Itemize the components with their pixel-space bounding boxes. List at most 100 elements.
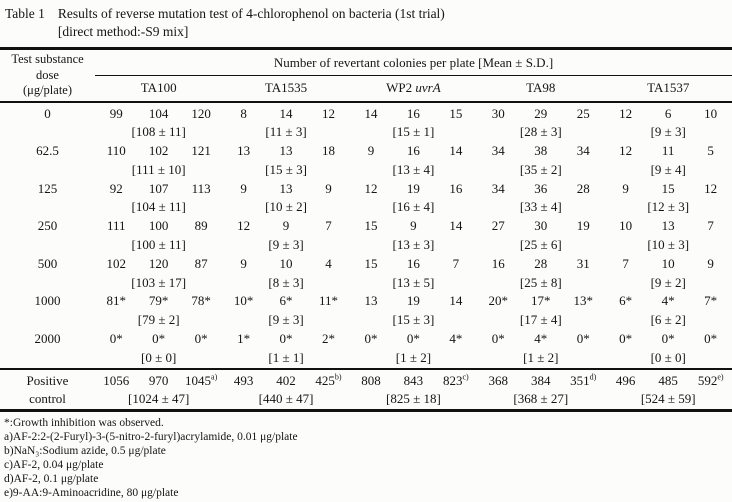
revertant-count-cell: 12 — [704, 180, 718, 196]
revertant-count-cell: 0* — [109, 331, 123, 347]
caption-line2: [direct method:-S9 mix] — [57, 23, 189, 39]
revertant-count-cell: 38 — [534, 143, 548, 159]
revertant-count-cell: 0* — [704, 331, 718, 347]
revertant-count-cell: 16 — [491, 255, 505, 271]
footnote-marker: a) — [211, 372, 218, 382]
mean-sd-cell: [35 ± 2] — [519, 161, 562, 177]
footnote-line: c)AF-2, 0.04 μg/plate — [4, 458, 104, 471]
revertant-count-cell: 384 — [519, 367, 562, 391]
mean-row: [104 ± 11] [10 ± 2] [16 ± 4] [33 ± 4] [12 ± … — [0, 198, 732, 217]
revertant-count-cell: 110 — [106, 143, 126, 159]
revertant-count-cell: 10* — [233, 293, 254, 309]
revertant-count-cell: 402 — [264, 367, 308, 391]
revertant-count-cell: 78* — [191, 293, 211, 309]
footnote-line: d)AF-2, 0.1 μg/plate — [4, 472, 99, 485]
revertant-count-cell: 113 — [191, 180, 211, 196]
mean-sd-cell: [104 ± 11] — [131, 199, 186, 215]
mean-sd-cell: [9 ± 3] — [268, 237, 304, 253]
revertant-count-cell: 13 — [237, 143, 251, 159]
mean-sd-cell: [1 ± 2] — [395, 349, 432, 365]
revertant-count-cell: 107 — [148, 180, 169, 196]
mean-sd-cell: [17 ± 4] — [519, 312, 562, 328]
results-table: Test substance dose (μg/plate) Number of… — [0, 47, 732, 413]
mean-sd-cell: [111 ± 10] — [131, 161, 186, 177]
dose-label — [0, 349, 95, 369]
revertant-count-cell: 121 — [191, 143, 211, 159]
revertant-count-cell: 102 — [106, 255, 126, 271]
revertant-count-cell: 4* — [449, 331, 463, 347]
dose-label: 0 — [44, 105, 51, 121]
mean-sd-cell: [103 ± 17] — [131, 274, 187, 290]
revertant-count-cell: 120 — [148, 255, 169, 271]
revertant-count-cell: 10 — [619, 218, 633, 234]
mean-sd-cell: [9 ± 4] — [650, 161, 686, 177]
revertant-count-cell: 13 — [364, 293, 378, 309]
dose-header-line3: (μg/plate) — [22, 83, 73, 97]
mean-sd-cell: [12 ± 3] — [647, 199, 690, 215]
revertant-count-cell: 4* — [534, 331, 548, 347]
revertant-count-cell: 493 — [222, 367, 265, 391]
revertant-count-cell: 425b) — [307, 367, 350, 391]
footnote-marker: c) — [462, 372, 469, 382]
revertant-count-cell: 104 — [148, 105, 169, 121]
revertant-count-cell: 7* — [704, 293, 718, 309]
revertant-count-cell: 0* — [661, 331, 675, 347]
revertant-count-cell: 9 — [707, 255, 714, 271]
revertant-count-cell: 4 — [325, 255, 332, 271]
revertant-count-cell: 81* — [106, 293, 126, 309]
revertant-count-cell: 1* — [237, 331, 251, 347]
revertant-count-cell: 120 — [191, 105, 211, 121]
dose-label — [0, 311, 95, 330]
revertant-count-cell: 15 — [364, 218, 378, 234]
revertant-count-cell: 12 — [321, 105, 335, 121]
revertant-count-cell: 13 — [279, 143, 293, 159]
values-row: Positive 1056 970 1045a) 493 402 425b) 808 843 82… — [0, 367, 732, 391]
revertant-count-cell: 592e) — [689, 367, 732, 391]
mean-sd-cell: [25 ± 8] — [519, 274, 562, 290]
revertant-count-cell: 0* — [406, 331, 420, 347]
revertant-count-cell: 10 — [279, 255, 293, 271]
dose-label — [0, 198, 95, 217]
mean-sd-cell: [13 ± 3] — [392, 237, 435, 253]
revertant-count-cell: 100 — [148, 218, 169, 234]
revertant-count-cell: 16 — [406, 143, 420, 159]
revertant-count-cell: 89 — [194, 218, 208, 234]
mean-sd-cell: [9 ± 3] — [268, 312, 304, 328]
footnote-marker: b) — [334, 372, 342, 382]
revertant-count-cell: 79* — [148, 293, 169, 309]
footnote-line: b)NaN₃:Sodium azide, 0.5 μg/plate — [4, 445, 166, 458]
dose-label: control — [29, 391, 66, 407]
revertant-count-cell: 6* — [279, 293, 293, 309]
mean-sd-cell: [10 ± 3] — [647, 237, 690, 253]
mean-sd-cell: [33 ± 4] — [519, 199, 562, 215]
revertant-count-cell: 0* — [576, 331, 590, 347]
revertant-count-cell: 14 — [449, 143, 463, 159]
mean-sd-cell: [16 ± 4] — [392, 199, 435, 215]
values-row: 500 102 120 87 9 10 4 15 16 7 16 28 31 7 10 9 — [0, 255, 732, 274]
mean-sd-cell: [1024 ± 47] — [128, 391, 190, 407]
revertant-count-cell: 14 — [449, 293, 463, 309]
mean-row: [111 ± 10] [15 ± 3] [13 ± 4] [35 ± 2] [9 ± 4… — [0, 161, 732, 180]
revertant-count-cell: 0* — [152, 331, 166, 347]
revertant-count-cell: 18 — [321, 143, 335, 159]
revertant-count-cell: 28 — [534, 255, 548, 271]
revertant-count-cell: 10 — [661, 255, 675, 271]
mean-sd-cell: [0 ± 0] — [650, 349, 686, 365]
dose-label: Positive — [0, 367, 95, 391]
revertant-count-cell: 87 — [194, 255, 208, 271]
revertant-count-cell: 16 — [449, 180, 463, 196]
dose-label: 500 — [37, 255, 58, 271]
strain-header-ta98: TA98 — [477, 75, 605, 103]
revertant-count-cell: 6 — [664, 105, 672, 121]
revertant-count-cell: 19 — [576, 218, 590, 234]
dose-label: 62.5 — [36, 143, 59, 159]
mean-sd-cell: [13 ± 5] — [392, 274, 435, 290]
revertant-count-cell: 351d) — [561, 367, 605, 391]
mean-sd-cell: [25 ± 6] — [519, 237, 562, 253]
mean-sd-cell: [1 ± 2] — [523, 349, 559, 365]
dose-label — [0, 274, 95, 293]
revertant-count-cell: 368 — [477, 367, 520, 391]
mean-row: control [1024 ± 47] [440 ± 47] [825 ± 18] [3… — [0, 390, 732, 410]
revertant-count-cell: 2* — [321, 331, 335, 347]
